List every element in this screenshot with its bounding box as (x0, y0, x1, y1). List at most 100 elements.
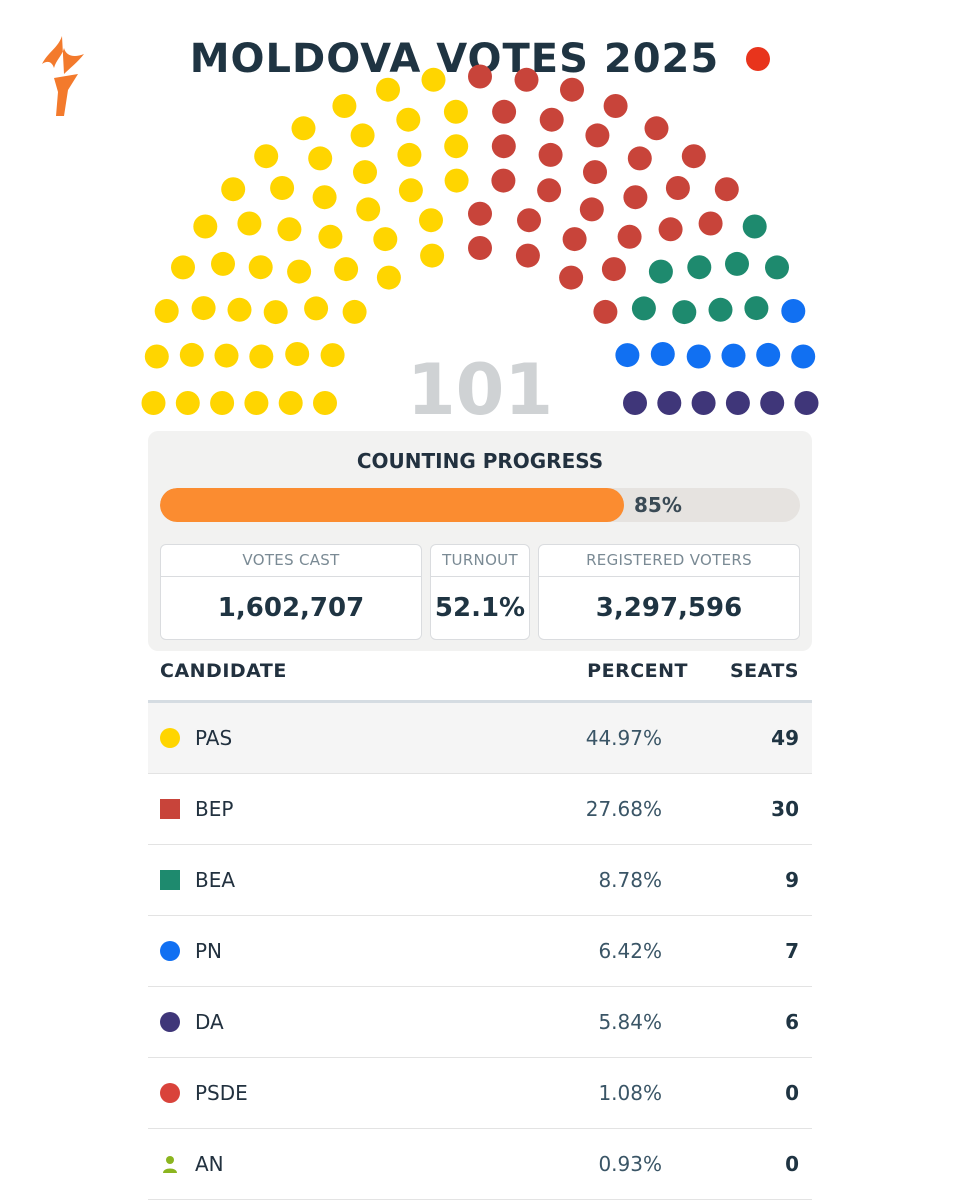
seat-pas (350, 123, 375, 148)
party-seats: 9 (785, 868, 799, 892)
party-color-marker (160, 1012, 180, 1032)
seat-pas (397, 142, 422, 167)
seat-bep (538, 142, 563, 167)
turnout-box: TURNOUT 52.1% (430, 544, 530, 640)
seat-bep (559, 265, 584, 290)
seat-bep (468, 64, 492, 89)
seat-pas (334, 257, 359, 282)
party-percent: 1.08% (598, 1081, 662, 1105)
seat-pn (615, 343, 640, 368)
seat-pas (444, 134, 469, 159)
seat-bep (560, 77, 584, 102)
seat-bep (627, 146, 652, 171)
seat-bea (765, 255, 789, 280)
table-header: CANDIDATE PERCENT SEATS (148, 652, 812, 703)
seat-bep (562, 227, 587, 252)
torch-flame (42, 36, 84, 74)
column-header-percent: PERCENT (587, 660, 688, 682)
results-table: CANDIDATE PERCENT SEATS PAS 44.97% 49 BE… (148, 652, 812, 1200)
seat-pas (291, 116, 316, 141)
seat-pn (650, 342, 675, 366)
seat-da (691, 391, 716, 415)
seat-pas (304, 296, 329, 321)
votes-cast-label: VOTES CAST (161, 545, 421, 577)
seat-pas (277, 217, 302, 242)
seat-da (725, 391, 750, 415)
seat-pas (373, 227, 398, 252)
party-percent: 8.78% (598, 868, 662, 892)
party-name: BEA (195, 868, 236, 892)
party-color-marker (160, 799, 180, 819)
party-name: PSDE (195, 1081, 248, 1105)
seat-bea (687, 255, 712, 280)
seat-bep (665, 176, 690, 200)
turnout-label: TURNOUT (431, 545, 529, 577)
seat-pas (332, 94, 357, 118)
seat-pas (419, 208, 443, 233)
seat-pas (278, 391, 303, 415)
title-row: MOLDOVA VOTES 2025 (0, 36, 960, 82)
progress-bar (160, 488, 800, 522)
seat-bep (468, 201, 492, 226)
torch-handle (54, 74, 78, 116)
party-name: DA (195, 1010, 224, 1034)
seat-bep (537, 178, 562, 203)
party-color-marker (160, 728, 180, 748)
party-percent: 44.97% (585, 726, 662, 750)
seat-pn (686, 344, 711, 369)
seat-pas (254, 144, 279, 169)
votes-cast-box: VOTES CAST 1,602,707 (160, 544, 422, 640)
table-row: PSDE 1.08% 0 (148, 1058, 812, 1129)
seat-pas (287, 259, 312, 284)
torch-logo-icon (42, 36, 84, 116)
table-row: BEP 27.68% 30 (148, 774, 812, 845)
progress-bar-fill (160, 488, 624, 522)
seat-bep (603, 94, 628, 118)
progress-title: COUNTING PROGRESS (356, 449, 604, 473)
page-title: MOLDOVA VOTES 2025 (189, 36, 720, 82)
seat-pas (248, 255, 273, 280)
person-icon (163, 1156, 177, 1173)
party-seats: 49 (771, 726, 799, 750)
party-name: PAS (195, 726, 233, 750)
party-percent: 5.84% (598, 1010, 662, 1034)
seat-pas (421, 67, 446, 92)
seat-pas (376, 265, 401, 290)
seat-pas (211, 251, 235, 276)
party-name: PN (195, 939, 223, 963)
seat-pas (171, 255, 195, 280)
seat-bea (708, 297, 733, 322)
seat-pas (175, 391, 200, 415)
seat-pas (270, 176, 295, 200)
seat-bep (601, 257, 626, 282)
seat-pn (756, 342, 781, 367)
seat-pas (444, 168, 469, 193)
seat-pas (312, 185, 337, 210)
seat-pas (221, 177, 246, 202)
seat-pas (154, 299, 179, 323)
seat-pas (191, 296, 216, 321)
seat-bep (644, 116, 669, 141)
seat-pas (396, 107, 421, 132)
seat-bep (579, 197, 604, 222)
table-row: PN 6.42% 7 (148, 916, 812, 987)
seat-bep (617, 224, 642, 249)
seat-pas (353, 160, 377, 185)
seat-bep (583, 160, 607, 185)
seat-pas (144, 344, 169, 369)
seat-pas (179, 342, 204, 367)
seat-bep (492, 99, 517, 124)
seat-bep (539, 107, 564, 132)
table-row: DA 5.84% 6 (148, 987, 812, 1058)
seat-da (623, 391, 647, 415)
seat-bep (698, 211, 723, 236)
votes-cast-value: 1,602,707 (217, 593, 365, 623)
seat-bep (658, 217, 683, 242)
seat-bep (491, 168, 516, 193)
registered-voters-value: 3,297,596 (595, 593, 743, 623)
seat-pn (791, 344, 816, 369)
seat-bep (585, 123, 610, 148)
seat-pas (398, 178, 423, 203)
seat-bep (491, 134, 516, 159)
seat-bep (623, 185, 648, 210)
